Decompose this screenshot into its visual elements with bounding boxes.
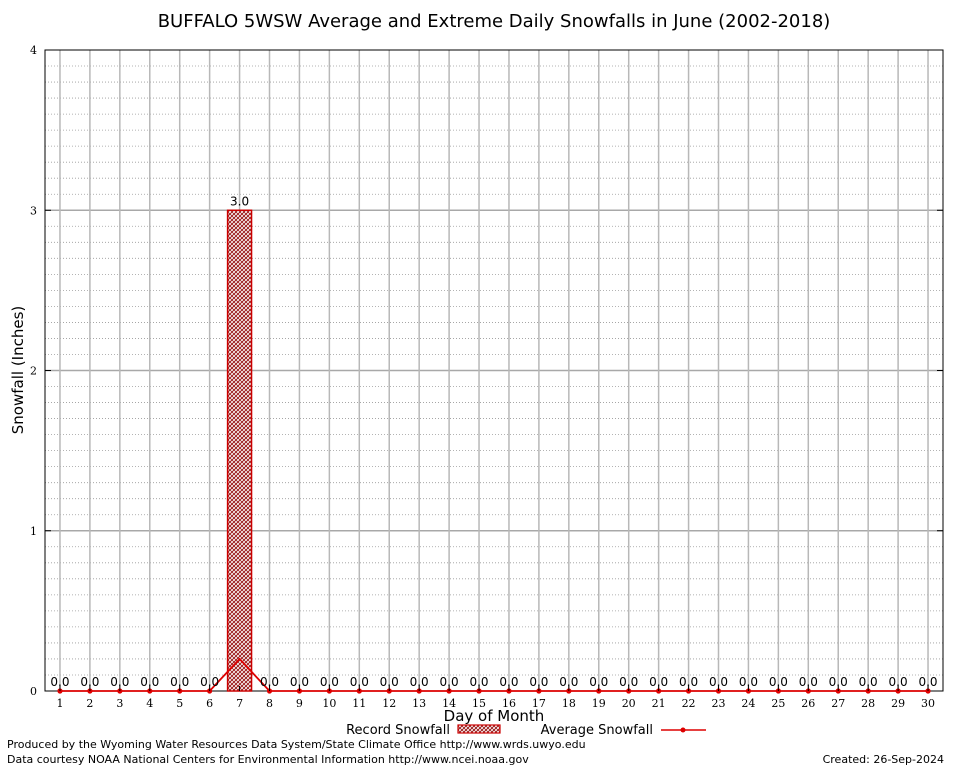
data-label: 0.0 xyxy=(529,675,548,689)
y-ticks: 0 1 2 3 4 xyxy=(30,44,943,698)
chart-title: BUFFALO 5WSW Average and Extreme Daily S… xyxy=(158,11,831,32)
x-tick-label: 22 xyxy=(682,697,696,710)
x-tick-label: 23 xyxy=(712,697,726,710)
data-label: 0.0 xyxy=(469,675,488,689)
data-label: 0.0 xyxy=(170,675,189,689)
data-label: 0.0 xyxy=(410,675,429,689)
y-tick-label: 0 xyxy=(30,685,37,698)
x-tick-label: 29 xyxy=(891,697,905,710)
x-tick-label: 25 xyxy=(771,697,785,710)
x-tick-label: 6 xyxy=(206,697,213,710)
x-axis-label: Day of Month xyxy=(444,707,545,725)
data-labels: 0.0 0.0 0.0 0.0 0.0 0.0 3.0 0.0 0.0 0.0 0.0 0.0 0.0 0… xyxy=(50,194,937,689)
legend-swatch-record xyxy=(457,724,501,734)
x-tick-label: 2 xyxy=(86,697,93,710)
x-tick-label: 30 xyxy=(921,697,935,710)
x-tick-label: 5 xyxy=(176,697,183,710)
x-tick-label: 1 xyxy=(56,697,63,710)
legend-label-average: Average Snowfall xyxy=(541,723,653,738)
x-tick-label: 7 xyxy=(236,697,243,710)
legend: Record Snowfall Average Snowfall xyxy=(346,723,706,738)
data-label: 0.0 xyxy=(829,675,848,689)
x-tick-label: 12 xyxy=(382,697,396,710)
x-tick-label: 11 xyxy=(352,697,366,710)
y-tick-label: 2 xyxy=(30,365,37,378)
bars xyxy=(226,209,253,692)
x-tick-label: 18 xyxy=(562,697,576,710)
footer-produced-by: Produced by the Wyoming Water Resources … xyxy=(7,738,586,751)
average-snowfall-line xyxy=(59,657,929,692)
data-label: 0.0 xyxy=(290,675,309,689)
x-tick-label: 24 xyxy=(741,697,755,710)
data-label: 0.0 xyxy=(110,675,129,689)
y-tick-label: 1 xyxy=(30,525,37,538)
footer-data-courtesy: Data courtesy NOAA National Centers for … xyxy=(7,753,529,766)
x-ticks: 1 2 3 4 5 6 7 8 9 10 11 12 13 14 15 16 17 18 19 20 21 22 23 24 2… xyxy=(56,686,935,710)
data-label: 0.0 xyxy=(918,675,937,689)
x-tick-label: 28 xyxy=(861,697,875,710)
data-label: 0.0 xyxy=(200,675,219,689)
y-tick-label: 3 xyxy=(30,204,37,217)
data-label: 0.0 xyxy=(499,675,518,689)
data-label: 0.0 xyxy=(80,675,99,689)
y-tick-label: 4 xyxy=(30,44,37,57)
data-label: 0.0 xyxy=(769,675,788,689)
data-label: 0.0 xyxy=(440,675,459,689)
data-label: 0.0 xyxy=(679,675,698,689)
y-axis-label: Snowfall (Inches) xyxy=(9,306,27,434)
data-label: 0.0 xyxy=(589,675,608,689)
x-tick-label: 19 xyxy=(592,697,606,710)
x-tick-label: 8 xyxy=(266,697,273,710)
data-label: 0.0 xyxy=(709,675,728,689)
data-label: 0.0 xyxy=(140,675,159,689)
x-tick-label: 16 xyxy=(502,697,516,710)
bar-record-snowfall xyxy=(226,209,253,692)
data-label: 0.0 xyxy=(320,675,339,689)
data-label: 0.0 xyxy=(859,675,878,689)
legend-label-record: Record Snowfall xyxy=(346,723,450,738)
x-tick-label: 20 xyxy=(622,697,636,710)
x-tick-label: 13 xyxy=(412,697,426,710)
x-tick-label: 10 xyxy=(322,697,336,710)
x-tick-label: 14 xyxy=(442,697,456,710)
data-label: 0.0 xyxy=(619,675,638,689)
data-label: 0.0 xyxy=(559,675,578,689)
data-label: 0.0 xyxy=(350,675,369,689)
x-tick-label: 21 xyxy=(652,697,666,710)
x-tick-label: 15 xyxy=(472,697,486,710)
data-label: 0.0 xyxy=(799,675,818,689)
x-tick-label: 3 xyxy=(116,697,123,710)
data-label: 0.0 xyxy=(50,675,69,689)
x-tick-label: 27 xyxy=(831,697,845,710)
data-label: 0.0 xyxy=(380,675,399,689)
footer-created-date: Created: 26-Sep-2024 xyxy=(822,753,944,766)
x-tick-label: 17 xyxy=(532,697,546,710)
x-tick-label: 26 xyxy=(801,697,815,710)
x-tick-label: 4 xyxy=(146,697,153,710)
data-label: 0.0 xyxy=(739,675,758,689)
x-tick-label: 9 xyxy=(296,697,303,710)
data-label: 0.0 xyxy=(649,675,668,689)
data-label: 3.0 xyxy=(230,194,249,208)
legend-marker-average xyxy=(680,727,686,733)
data-label: 0.0 xyxy=(889,675,908,689)
data-label: 0.0 xyxy=(260,675,279,689)
grid xyxy=(45,50,943,691)
